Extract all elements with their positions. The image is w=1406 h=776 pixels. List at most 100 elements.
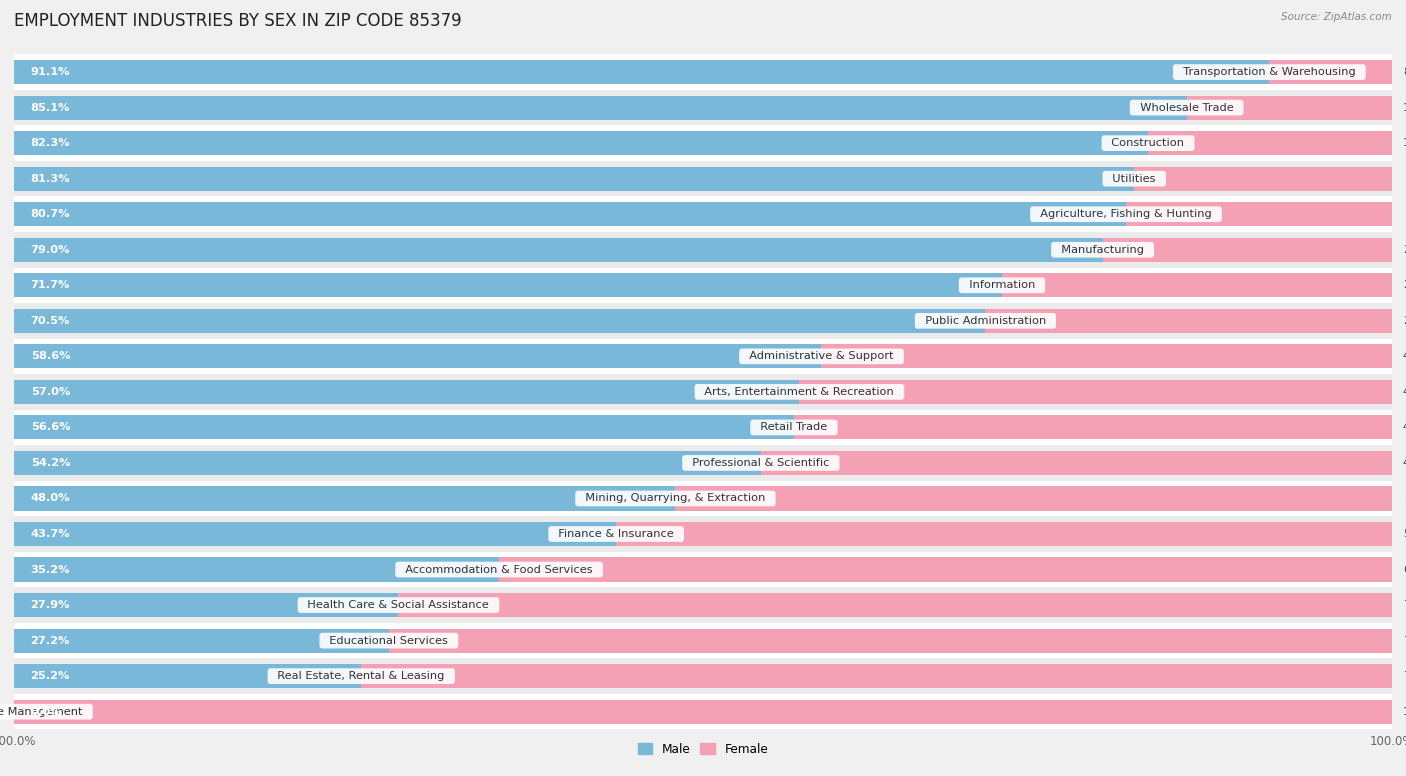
Text: 91.1%: 91.1% [31, 67, 70, 77]
Text: Transportation & Warehousing: Transportation & Warehousing [1175, 67, 1362, 77]
Bar [1149, 131, 1392, 155]
Text: Manufacturing: Manufacturing [1054, 244, 1152, 255]
Text: 48.0%: 48.0% [31, 494, 70, 504]
Text: 85.1%: 85.1% [31, 102, 70, 113]
Text: Real Estate, Rental & Leasing: Real Estate, Rental & Leasing [270, 671, 453, 681]
Text: 58.6%: 58.6% [31, 352, 70, 362]
Bar [14, 451, 761, 475]
Bar [14, 664, 361, 688]
Text: 100.0%: 100.0% [1403, 707, 1406, 717]
Text: Administrative & Support: Administrative & Support [742, 352, 901, 362]
Legend: Male, Female: Male, Female [633, 738, 773, 760]
Bar [14, 629, 389, 653]
Text: Professional & Scientific: Professional & Scientific [685, 458, 837, 468]
Text: 56.3%: 56.3% [1403, 529, 1406, 539]
Bar [14, 623, 1392, 658]
Text: 54.2%: 54.2% [31, 458, 70, 468]
Bar [14, 415, 794, 439]
Text: Agriculture, Fishing & Hunting: Agriculture, Fishing & Hunting [1033, 210, 1219, 219]
Bar [14, 54, 1392, 90]
Text: Health Care & Social Assistance: Health Care & Social Assistance [301, 600, 496, 610]
Bar [14, 131, 1149, 155]
Text: Mining, Quarrying, & Extraction: Mining, Quarrying, & Extraction [578, 494, 773, 504]
Bar [14, 161, 1392, 196]
Text: 74.8%: 74.8% [1403, 671, 1406, 681]
Bar [1135, 167, 1393, 191]
Text: 29.5%: 29.5% [1403, 316, 1406, 326]
Text: 35.2%: 35.2% [31, 565, 70, 574]
Text: Retail Trade: Retail Trade [754, 422, 835, 432]
Bar [14, 445, 1392, 480]
Bar [499, 557, 1392, 582]
Bar [14, 374, 1392, 410]
Text: Source: ZipAtlas.com: Source: ZipAtlas.com [1281, 12, 1392, 22]
Text: 79.0%: 79.0% [31, 244, 70, 255]
Bar [14, 95, 1187, 120]
Text: 27.9%: 27.9% [31, 600, 70, 610]
Text: Public Administration: Public Administration [918, 316, 1053, 326]
Text: 43.0%: 43.0% [1403, 387, 1406, 397]
Bar [761, 451, 1392, 475]
Bar [14, 522, 616, 546]
Bar [1126, 202, 1393, 227]
Bar [14, 593, 398, 617]
Bar [1270, 60, 1392, 84]
Text: 81.3%: 81.3% [31, 174, 70, 184]
Bar [14, 202, 1126, 227]
Bar [389, 629, 1392, 653]
Text: Accommodation & Food Services: Accommodation & Food Services [398, 565, 600, 574]
Text: 43.4%: 43.4% [1403, 422, 1406, 432]
Bar [14, 694, 1392, 729]
Bar [616, 522, 1392, 546]
Bar [14, 410, 1392, 445]
Bar [1002, 273, 1392, 297]
Bar [14, 345, 821, 369]
Text: 25.2%: 25.2% [31, 671, 70, 681]
Bar [1102, 237, 1392, 262]
Bar [14, 196, 1392, 232]
Bar [14, 480, 1392, 516]
Text: 14.9%: 14.9% [1403, 102, 1406, 113]
Bar [14, 268, 1392, 303]
Bar [14, 338, 1392, 374]
Bar [800, 379, 1392, 404]
Text: 57.0%: 57.0% [31, 387, 70, 397]
Bar [14, 60, 1270, 84]
Bar [14, 126, 1392, 161]
Bar [14, 587, 1392, 623]
Text: Construction: Construction [1105, 138, 1192, 148]
Bar [14, 309, 986, 333]
Bar [821, 345, 1392, 369]
Text: 52.1%: 52.1% [1405, 494, 1406, 504]
Bar [14, 658, 1392, 694]
Bar [675, 487, 1393, 511]
Bar [794, 415, 1392, 439]
Text: 18.8%: 18.8% [1405, 174, 1406, 184]
Text: 72.1%: 72.1% [1403, 600, 1406, 610]
Bar [14, 273, 1002, 297]
Text: 27.2%: 27.2% [31, 636, 70, 646]
Text: 70.5%: 70.5% [31, 316, 70, 326]
Bar [14, 516, 1392, 552]
Text: 71.7%: 71.7% [31, 280, 70, 290]
Bar [1187, 95, 1392, 120]
Text: 45.8%: 45.8% [1403, 458, 1406, 468]
Text: 72.8%: 72.8% [1403, 636, 1406, 646]
Text: Educational Services: Educational Services [322, 636, 456, 646]
Bar [14, 700, 1392, 724]
Text: EMPLOYMENT INDUSTRIES BY SEX IN ZIP CODE 85379: EMPLOYMENT INDUSTRIES BY SEX IN ZIP CODE… [14, 12, 461, 29]
Text: 64.8%: 64.8% [1403, 565, 1406, 574]
Bar [14, 487, 675, 511]
Bar [14, 557, 499, 582]
Bar [14, 90, 1392, 126]
Text: Utilities: Utilities [1105, 174, 1163, 184]
Text: 80.7%: 80.7% [31, 210, 70, 219]
Text: Finance & Insurance: Finance & Insurance [551, 529, 681, 539]
Bar [14, 552, 1392, 587]
Text: 8.9%: 8.9% [1403, 67, 1406, 77]
Text: 0.0%: 0.0% [31, 707, 62, 717]
Text: Enterprise Management: Enterprise Management [0, 707, 90, 717]
Text: Arts, Entertainment & Recreation: Arts, Entertainment & Recreation [697, 387, 901, 397]
Text: Wholesale Trade: Wholesale Trade [1133, 102, 1240, 113]
Bar [361, 664, 1392, 688]
